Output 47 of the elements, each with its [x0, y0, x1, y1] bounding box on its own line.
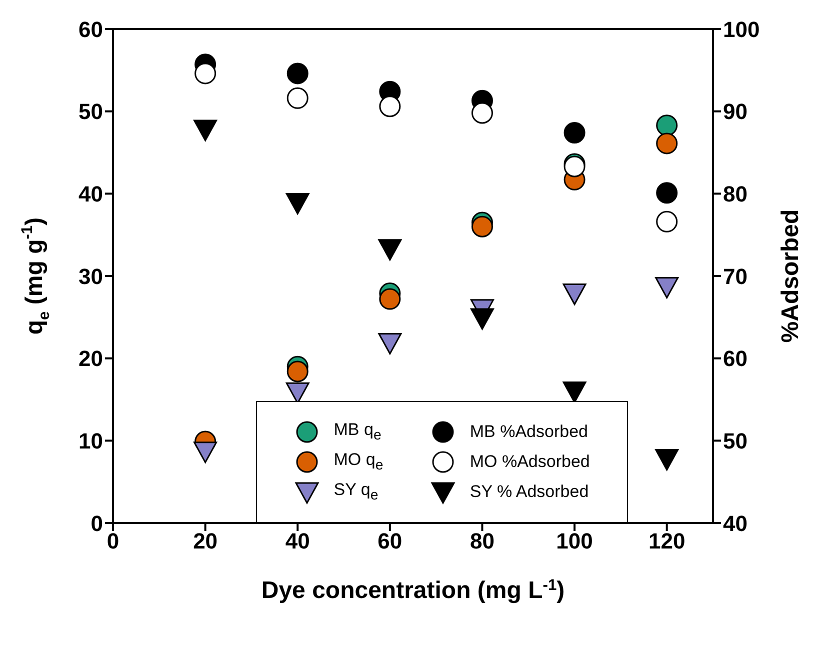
point: [656, 114, 678, 136]
legend-label: SY q$_{e}$: [334, 480, 378, 504]
x-tick-label: 20: [193, 528, 218, 554]
x-axis-title: Dye concentration (mg L$^{-1}$): [261, 576, 565, 604]
point: [378, 332, 402, 354]
legend-label: SY % Adsorbed: [470, 482, 589, 502]
point: [194, 442, 218, 464]
y2-tick-label: 90: [723, 99, 748, 124]
point: [655, 276, 679, 298]
y-tick-label: 40: [78, 181, 103, 206]
x-tick-label: 0: [106, 528, 120, 554]
point: [656, 182, 678, 204]
y2-tick-label: 70: [723, 264, 748, 289]
y-tick-label: 60: [78, 16, 103, 42]
y-tick-label: 0: [90, 510, 103, 536]
point: [656, 132, 678, 154]
point: [471, 216, 493, 238]
legend-label: MB %Adsorbed: [470, 422, 588, 442]
point: [655, 449, 679, 471]
y2-axis-title: %Adsorbed: [777, 209, 804, 343]
x-tick-label: 40: [285, 528, 310, 554]
y-tick-label: 20: [78, 346, 103, 372]
y2-tick-label: 100: [723, 16, 760, 42]
legend-label: MO %Adsorbed: [470, 452, 590, 472]
x-tick-label: 120: [648, 528, 686, 554]
y2-tick-label: 60: [723, 346, 748, 372]
point: [286, 62, 308, 84]
point: [286, 192, 310, 214]
x-tick-label: 60: [378, 528, 402, 554]
point: [470, 308, 494, 330]
point: [194, 62, 216, 84]
y2-tick-label: 40: [723, 510, 748, 536]
y-tick-label: 10: [78, 428, 103, 454]
point: [194, 120, 218, 142]
y2-tick-label: 80: [723, 181, 748, 206]
legend-label: MB q$_{e}$: [334, 420, 382, 444]
y2-tick-label: 50: [723, 428, 748, 454]
point: [378, 239, 402, 261]
point: [562, 284, 586, 306]
y-tick-label: 30: [78, 264, 103, 289]
x-tick-label: 80: [470, 528, 494, 554]
x-tick-label: 100: [556, 528, 593, 554]
legend-label: MO q$_{e}$: [334, 450, 384, 474]
y-tick-label: 50: [78, 99, 103, 124]
point: [286, 360, 308, 382]
point: [379, 288, 401, 310]
point: [564, 122, 586, 144]
